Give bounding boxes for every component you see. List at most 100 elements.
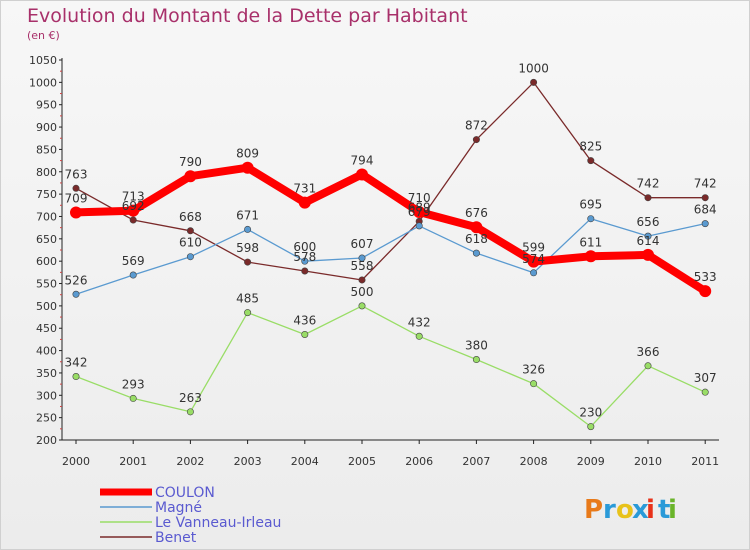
data-label: 731 xyxy=(293,182,316,196)
x-tick-label: 2005 xyxy=(348,455,376,468)
data-point xyxy=(358,302,366,310)
data-point xyxy=(413,206,426,218)
data-point xyxy=(587,215,595,223)
legend-label: Le Vanneau-Irleau xyxy=(155,515,281,531)
data-label: 668 xyxy=(179,210,202,224)
data-point xyxy=(472,136,480,144)
data-label: 432 xyxy=(408,315,431,329)
y-tick-label: 850 xyxy=(36,143,57,156)
data-label: 326 xyxy=(522,363,545,377)
data-label: 607 xyxy=(351,237,374,251)
data-label: 684 xyxy=(694,203,717,217)
series-lines xyxy=(72,81,710,428)
logo-letter: o xyxy=(616,495,634,525)
data-label: 578 xyxy=(293,250,316,264)
y-tick-label: 900 xyxy=(36,121,57,134)
data-point xyxy=(184,170,197,183)
series-line-coulon xyxy=(72,163,710,296)
data-point xyxy=(470,221,483,234)
data-label: 614 xyxy=(637,234,660,248)
data-point xyxy=(530,380,538,388)
data-point xyxy=(415,332,423,340)
y-tick-label: 550 xyxy=(36,278,57,291)
logo-letter: x xyxy=(632,495,649,525)
data-label: 600 xyxy=(293,240,316,254)
data-label: 533 xyxy=(694,270,717,284)
data-point xyxy=(241,161,254,174)
data-label: 794 xyxy=(351,153,374,167)
data-label: 790 xyxy=(179,155,202,169)
y-tick-label: 650 xyxy=(36,233,57,246)
legend-label: Magné xyxy=(155,500,202,516)
data-point xyxy=(72,290,80,298)
y-tick-label: 700 xyxy=(36,210,57,223)
data-label: 558 xyxy=(351,259,374,273)
data-label: 500 xyxy=(351,285,374,299)
data-label: 676 xyxy=(465,206,488,220)
x-tick-label: 2008 xyxy=(520,455,548,468)
y-tick-label: 600 xyxy=(36,255,57,268)
data-point xyxy=(186,408,194,416)
data-point xyxy=(644,362,652,370)
data-point xyxy=(186,253,194,261)
x-tick-label: 2001 xyxy=(119,455,147,468)
data-label: 526 xyxy=(65,273,88,287)
y-tick-label: 200 xyxy=(36,434,57,447)
legend-label: COULON xyxy=(155,485,215,501)
data-label: 1000 xyxy=(518,61,549,75)
data-label: 342 xyxy=(65,356,88,370)
data-label: 825 xyxy=(579,140,602,154)
data-point xyxy=(356,168,368,181)
data-point xyxy=(415,222,423,230)
data-point xyxy=(642,248,654,261)
data-label: 695 xyxy=(579,198,602,212)
y-tick-label: 500 xyxy=(36,300,57,313)
data-label: 380 xyxy=(465,339,488,353)
data-point xyxy=(358,254,366,262)
data-label: 763 xyxy=(65,167,88,181)
x-tick-label: 2007 xyxy=(462,455,490,468)
logo-letter: P xyxy=(584,495,603,525)
data-point xyxy=(244,309,252,317)
data-point xyxy=(72,184,80,192)
data-point xyxy=(587,157,595,165)
data-label: 307 xyxy=(694,371,717,385)
data-label: 809 xyxy=(236,147,259,161)
data-point xyxy=(72,373,80,381)
chart-title: Evolution du Montant de la Dette par Hab… xyxy=(27,5,468,27)
data-label: 436 xyxy=(293,313,316,327)
y-tick-label: 250 xyxy=(36,412,57,425)
data-point xyxy=(701,194,709,202)
data-point xyxy=(527,255,540,268)
y-tick-label: 400 xyxy=(36,345,57,358)
data-point xyxy=(129,216,137,224)
x-tick-label: 2000 xyxy=(62,455,90,468)
x-tick-label: 2009 xyxy=(577,455,605,468)
logo-letter: i xyxy=(646,495,655,525)
data-point xyxy=(301,330,309,338)
data-labels: 763 692 668 598 578 558 689 872 1000 825 742 742 526… xyxy=(65,61,717,419)
data-point xyxy=(301,267,309,275)
data-label: 742 xyxy=(694,177,717,191)
series-line-benet xyxy=(75,81,706,281)
x-tick-label: 2004 xyxy=(291,455,319,468)
data-label: 656 xyxy=(637,215,660,229)
data-point xyxy=(129,271,137,279)
y-tick-label: 450 xyxy=(36,322,57,335)
data-point xyxy=(530,78,538,86)
x-tick-label: 2002 xyxy=(176,455,204,468)
data-label: 692 xyxy=(122,199,145,213)
x-tick-label: 2006 xyxy=(405,455,433,468)
data-label: 611 xyxy=(579,235,602,249)
data-point xyxy=(701,220,709,228)
chart-subtitle: (en €) xyxy=(27,29,60,42)
data-point xyxy=(244,258,252,266)
y-tick-label: 800 xyxy=(36,166,57,179)
series-line-magn- xyxy=(75,218,706,295)
legend-label: Benet xyxy=(155,530,197,546)
y-tick-label: 300 xyxy=(36,389,57,402)
y-tick-label: 350 xyxy=(36,367,57,380)
